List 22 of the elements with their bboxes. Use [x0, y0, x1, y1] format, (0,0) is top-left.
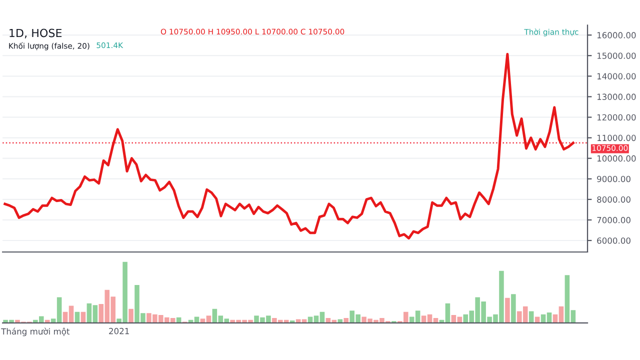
y-tick-label: 15000.00 [597, 52, 636, 59]
y-tick-label: 7000.00 [597, 216, 630, 224]
line-series [4, 52, 574, 240]
y-tick-label: 14000.00 [597, 73, 636, 80]
chart-title: 1D, HOSE [10, 28, 62, 38]
y-tick-label: 6000.00 [597, 237, 630, 244]
bar [80, 312, 86, 323]
bar [128, 308, 134, 323]
y-tick-label: 16000.00 [597, 32, 636, 38]
bar [505, 298, 510, 323]
x-tick-label: Tháng mười một [1, 328, 70, 336]
y-tick-label: 13000.00 [597, 94, 636, 100]
y-tick-label: 8000.00 [597, 196, 630, 203]
y-tick-label: 10000.00 [597, 155, 636, 162]
bar [74, 312, 80, 323]
bar [511, 294, 516, 323]
bar [338, 319, 343, 323]
x-tick-label: 2021 [109, 328, 129, 334]
bar [344, 318, 349, 323]
y-tick-label: 9000.00 [597, 176, 630, 182]
y-tick-label: 11000.00 [597, 134, 636, 142]
y-tick-label: 12000.00 [597, 114, 636, 121]
